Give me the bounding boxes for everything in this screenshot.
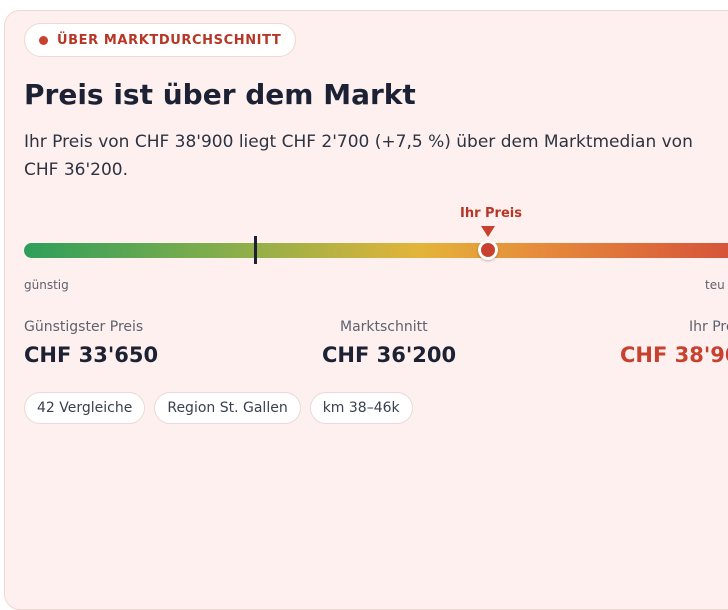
scale-label-cheap: günstig	[24, 278, 69, 292]
filter-chips: 42 Vergleiche Region St. Gallen km 38–46…	[24, 392, 413, 424]
stat-label-lowest: Günstigster Preis	[24, 319, 144, 335]
market-status-badge: ÜBER MARKTDURCHSCHNITT	[24, 23, 297, 57]
chip-mileage[interactable]: km 38–46k	[309, 392, 413, 424]
market-status-label: ÜBER MARKTDURCHSCHNITT	[57, 32, 282, 48]
stat-value-lowest: CHF 33'650	[24, 343, 159, 367]
your-price-dot	[478, 240, 498, 260]
price-range-bar	[24, 243, 728, 258]
price-description: Ihr Preis von CHF 38'900 liegt CHF 2'700…	[24, 132, 693, 180]
stat-label-average: Marktschnitt	[340, 319, 428, 335]
your-price-marker-label: Ihr Preis	[460, 206, 522, 221]
page-title: Preis ist über dem Markt	[24, 78, 416, 111]
status-dot-icon	[39, 35, 48, 45]
stat-label-your-price: Ihr Pre	[689, 319, 728, 335]
stat-value-your-price: CHF 38'90	[620, 343, 728, 367]
stat-value-average: CHF 36'200	[322, 343, 457, 367]
scale-label-expensive: teu	[705, 278, 725, 292]
price-analysis-card	[4, 10, 728, 610]
median-tick	[254, 236, 257, 264]
marker-arrow-icon	[481, 226, 495, 237]
chip-region[interactable]: Region St. Gallen	[154, 392, 301, 424]
chip-comparisons[interactable]: 42 Vergleiche	[24, 392, 146, 424]
